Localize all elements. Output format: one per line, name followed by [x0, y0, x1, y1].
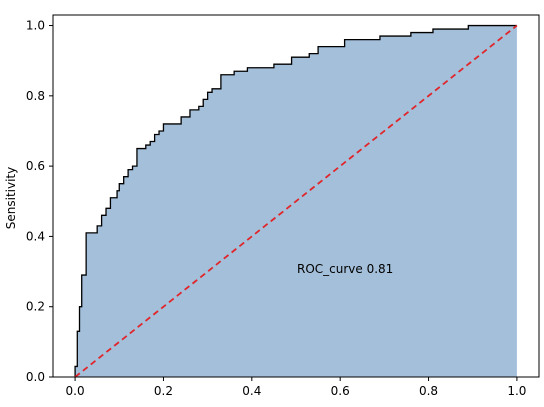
x-tick-label: 0.2 — [154, 384, 173, 398]
x-tick-label: 0.0 — [66, 384, 85, 398]
x-tick-label: 0.6 — [331, 384, 350, 398]
y-tick-label: 1.0 — [26, 19, 45, 33]
x-tick-label: 0.4 — [242, 384, 261, 398]
plot-frame — [52, 14, 540, 378]
y-tick-label: 0.8 — [26, 89, 45, 103]
x-tick-label: 1.0 — [507, 384, 526, 398]
axes: 0.0 0.2 0.4 0.6 0.8 1.0 0.0 0.2 0.4 0.6 0.8 1.0 — [26, 14, 540, 398]
y-tick-label: 0.0 — [26, 370, 45, 384]
y-axis-label: Sensitivity — [4, 167, 18, 229]
reference-diagonal-line — [74, 24, 518, 378]
plot-area — [74, 24, 518, 378]
roc-auc-annotation: ROC_curve 0.81 — [297, 262, 393, 276]
y-tick-label: 0.4 — [26, 229, 45, 243]
x-tick-label: 0.8 — [419, 384, 438, 398]
y-tick-label: 0.6 — [26, 159, 45, 173]
roc-curve-line — [74, 24, 517, 377]
y-tick-label: 0.2 — [26, 300, 45, 314]
